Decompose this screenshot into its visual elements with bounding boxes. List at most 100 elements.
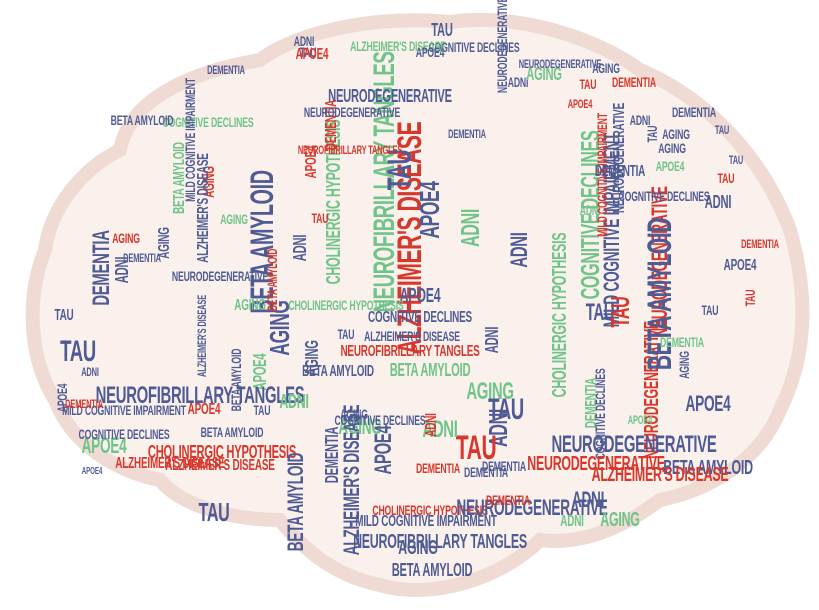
- cloud-word: NEURODEGENERATIVE: [328, 86, 452, 106]
- cloud-word: APOE4: [303, 145, 320, 179]
- cloud-word: ALZHEIMER'S DISEASE: [115, 455, 225, 472]
- cloud-word: TAU: [644, 125, 660, 143]
- cloud-word: NEUROFIBRILLARY TANGLES: [297, 143, 403, 157]
- cloud-word: TAU: [714, 123, 730, 137]
- cloud-word: TAU: [253, 402, 271, 418]
- cloud-word: ALZHEIMER'S DISEASE: [165, 457, 275, 474]
- cloud-word: AGING: [676, 351, 692, 379]
- cloud-word: APOE4: [723, 257, 757, 274]
- cloud-word: ADNI: [81, 365, 99, 379]
- cloud-word: CHOLINERGIC HYPOTHESIS: [147, 442, 297, 462]
- cloud-word: ADNI: [279, 391, 309, 413]
- cloud-word: ADNI: [455, 208, 485, 248]
- cloud-word: ALZHEIMER'S DISEASE: [364, 328, 460, 344]
- cloud-word: DEMENTIA: [660, 334, 704, 350]
- cloud-word: BETA AMYLOID: [283, 452, 308, 552]
- cloud-word: ADNI: [112, 256, 132, 284]
- cloud-word: ADNI: [629, 112, 651, 128]
- cloud-word: AGING: [340, 406, 368, 422]
- cloud-word: TAU: [337, 326, 355, 342]
- cloud-word: ALZHEIMER'S DISEASE: [195, 294, 209, 378]
- cloud-word: DEMENTIA: [594, 163, 646, 180]
- cloud-word: ADNI: [423, 413, 440, 437]
- cloud-word: COGNITIVE DECLINES: [78, 426, 170, 442]
- cloud-word: APOE4: [81, 466, 103, 477]
- cloud-word: NEURODEGENERATIVE: [303, 104, 401, 120]
- cloud-word: APOE4: [399, 285, 441, 307]
- cloud-word: TAU: [54, 307, 74, 324]
- cloud-word: AGING: [658, 140, 686, 156]
- cloud-word: TAU: [299, 44, 317, 60]
- cloud-word: DEMENTIA: [482, 458, 526, 474]
- cloud-word: TAU: [742, 289, 758, 307]
- brain-outline: [25, 12, 810, 597]
- cloud-word: MILD COGNITIVE IMPAIRMENT: [355, 513, 497, 530]
- cloud-word: NEURODEGENERATIVE: [171, 268, 269, 284]
- cloud-word: TAU: [701, 302, 719, 318]
- cloud-word: BETA AMYLOID: [110, 112, 174, 128]
- cloud-word: TAU: [585, 299, 615, 326]
- cloud-word: TAU: [431, 20, 453, 40]
- cloud-word: COGNITIVE DECLINES: [162, 114, 254, 130]
- cloud-word: ADNI: [579, 202, 601, 218]
- cloud-word: BETA AMYLOID: [389, 360, 471, 380]
- cloud-word: ADNI: [704, 192, 732, 212]
- cloud-word: MILD COGNITIVE IMPAIRMENT: [62, 402, 186, 418]
- cloud-word: ALZHEIMER'S DISEASE: [350, 38, 446, 54]
- cloud-word: AGING: [398, 537, 438, 559]
- cloud-word: APOE4: [655, 158, 685, 174]
- cloud-word: APOE4: [627, 413, 653, 427]
- cloud-word: COGNITIVE DECLINES: [334, 412, 426, 428]
- cloud-word: AGING: [234, 297, 266, 314]
- cloud-word: COGNITIVE DECLINES: [368, 309, 472, 326]
- cloud-word: BETA AMYLOID: [200, 424, 264, 440]
- cloud-word: APOE4: [415, 44, 445, 60]
- cloud-word: COGNITIVE DECLINES: [428, 39, 520, 55]
- cloud-word: NEUROFIBRILLARY TANGLES: [95, 382, 305, 409]
- cloud-word: TAU: [455, 429, 497, 467]
- cloud-word: CHOLINERGIC HYPOTHESIS: [372, 502, 488, 518]
- cloud-word: AGING: [302, 340, 322, 376]
- cloud-word: BETA AMYLOID: [302, 363, 374, 380]
- cloud-word: APOE4: [187, 401, 221, 418]
- cloud-word: ADNI: [560, 513, 584, 530]
- cloud-word: ADNI: [290, 234, 310, 262]
- cloud-word: BETA AMYLOID: [663, 457, 753, 479]
- cloud-word: AGING: [592, 60, 620, 76]
- cloud-word: APOE4: [370, 425, 397, 475]
- cloud-word: TAU: [311, 210, 329, 226]
- cloud-word: DEMENTIA: [741, 237, 779, 251]
- cloud-word: ADNI: [506, 232, 533, 268]
- cloud-word: ADNI: [422, 416, 458, 443]
- cloud-word: DEMENTIA: [123, 251, 161, 265]
- cloud-word: NEUROFIBRILLARY TANGLES: [353, 531, 527, 553]
- cloud-word: AGING: [600, 509, 640, 531]
- cloud-word: ALZHEIMER'S DISEASE: [195, 153, 212, 263]
- cloud-word: CHOLINERGIC HYPOTHESIS: [288, 297, 404, 313]
- cloud-word: AGING: [662, 126, 690, 142]
- cloud-word: NEUROFIBRILLARY TANGLES: [340, 343, 480, 360]
- cloud-word: APOE4: [81, 433, 127, 458]
- cloud-word: NEURODEGENERATIVE: [456, 495, 608, 520]
- cloud-word: AGING: [338, 414, 382, 439]
- cloud-word: TAU: [60, 335, 96, 368]
- cloud-word: TAU: [717, 170, 735, 186]
- cloud-word: APOE4: [295, 46, 329, 63]
- cloud-word: COGNITIVE DECLINES: [618, 188, 710, 204]
- cloud-word: AGING: [112, 230, 140, 246]
- cloud-word: AGING: [220, 211, 248, 227]
- cloud-word: DEMENTIA: [672, 104, 716, 120]
- cloud-word: DEMENTIA: [486, 492, 530, 508]
- cloud-word: AGING: [466, 378, 514, 405]
- cloud-word: NEURODEGENERATIVE: [518, 57, 602, 71]
- cloud-word: CHOLINERGIC HYPOTHESIS: [549, 232, 571, 398]
- cloud-word: APOE4: [567, 97, 593, 111]
- cloud-word: DEMENTIA: [207, 63, 245, 77]
- cloud-word: ADNI: [571, 487, 605, 512]
- cloud-word: APOE4: [685, 391, 731, 416]
- cloud-word: ALZHEIMER'S DISEASE: [591, 464, 729, 486]
- cloud-word: DEMENTIA: [88, 230, 115, 306]
- cloud-word: DEMENTIA: [464, 464, 508, 480]
